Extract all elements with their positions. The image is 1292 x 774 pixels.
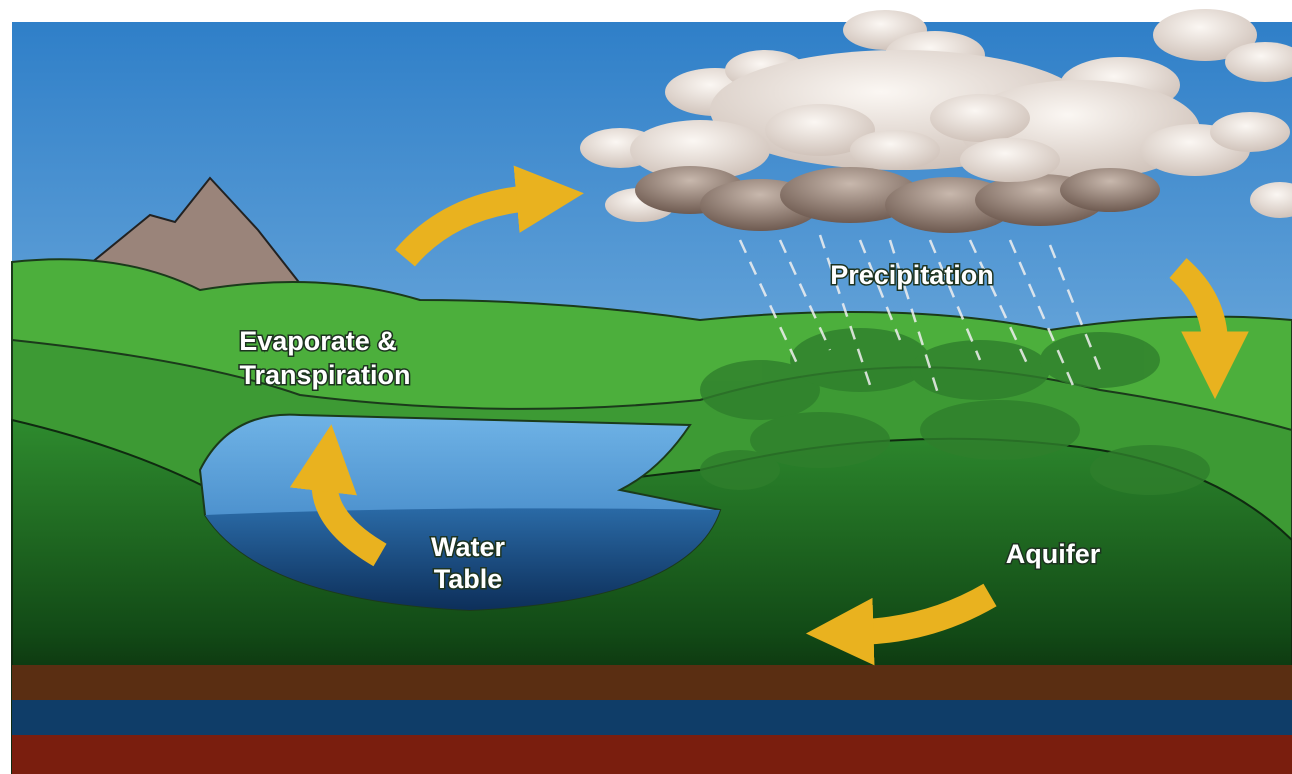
trees (700, 328, 1210, 495)
aquifer-stratum (12, 700, 1292, 735)
rain (738, 234, 1102, 401)
bedrock-stratum (12, 735, 1292, 774)
label-aquifer: Aquifer (1006, 539, 1101, 569)
label-evaporation: Evaporate & (239, 326, 397, 356)
arrow-evaporation (395, 165, 584, 267)
arrow-lake (289, 424, 387, 567)
label-water-table: Water (431, 532, 506, 562)
soil-stratum (12, 665, 1292, 700)
arrow-aquifer (805, 583, 997, 666)
arrows (289, 165, 1249, 666)
label-evaporation: Transpiration (239, 360, 410, 390)
scene (11, 9, 1292, 774)
cloud (580, 9, 1292, 233)
label-water-table: Table (434, 564, 503, 594)
label-precipitation: Precipitation (830, 260, 994, 290)
arrow-precipitation (1169, 258, 1249, 400)
